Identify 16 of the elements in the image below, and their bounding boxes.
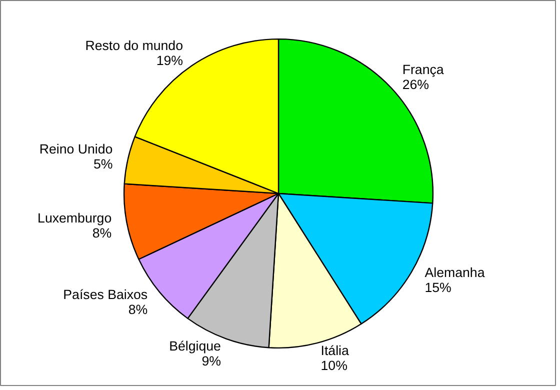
data-label: 8% [92, 225, 112, 240]
slice-label: Alemanha [424, 264, 486, 280]
slice-label: Resto do mundo [85, 38, 184, 54]
data-label: 9% [202, 353, 222, 368]
data-label: 15% [424, 280, 452, 295]
slice-label: Bélgique [169, 338, 221, 354]
data-label: 19% [156, 53, 184, 68]
slice-label: França [402, 62, 444, 78]
slice-label: Reino Unido [39, 141, 113, 156]
data-label: 26% [402, 77, 430, 92]
slice-label: Luxemburgo [38, 210, 112, 226]
slice-label: Itália [320, 343, 350, 358]
data-label: 5% [93, 156, 113, 172]
slice-label: Países Baixos [63, 286, 148, 302]
data-label: 10% [320, 358, 348, 374]
data-label: 8% [128, 302, 148, 317]
